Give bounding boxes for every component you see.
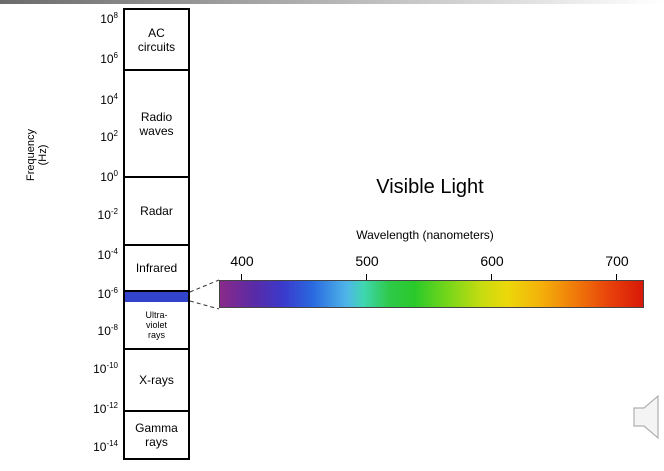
frequency-tick: 100 bbox=[100, 169, 118, 185]
wavelength-tick-mark bbox=[491, 274, 492, 281]
band-label: rays bbox=[147, 330, 165, 340]
band-gamma-rays: Gamma rays bbox=[125, 412, 188, 458]
band-x-rays: X-rays bbox=[125, 350, 188, 412]
band-label: Radar bbox=[140, 204, 173, 218]
wavelength-tick: 700 bbox=[605, 253, 629, 269]
band-label: waves bbox=[139, 123, 174, 138]
visible-light-band bbox=[125, 292, 188, 302]
frequency-tick: 102 bbox=[100, 129, 118, 145]
frequency-tick: 108 bbox=[100, 11, 118, 27]
wavelength-tick: 500 bbox=[355, 253, 379, 269]
band-label: Infrared bbox=[135, 261, 178, 275]
band-label: violet bbox=[145, 320, 167, 330]
band-infrared: Infrared bbox=[125, 246, 188, 292]
visible-spectrum-bar bbox=[219, 280, 644, 308]
frequency-tick: 10-6 bbox=[97, 286, 118, 302]
frequency-tick: 10-12 bbox=[93, 401, 118, 417]
frequency-tick: 10-10 bbox=[93, 361, 118, 377]
wavelength-tick: 600 bbox=[480, 253, 504, 269]
band-radar: Radar bbox=[125, 178, 188, 246]
connector-line-bottom bbox=[189, 300, 220, 310]
band-label: Ultra- bbox=[145, 310, 168, 320]
wavelength-tick-mark bbox=[366, 274, 367, 281]
frequency-tick: 10-14 bbox=[93, 439, 118, 455]
band-label: X-rays bbox=[139, 373, 174, 387]
band-label: Radio bbox=[140, 109, 173, 124]
band-label: circuits bbox=[137, 39, 176, 54]
spectrum-column: AC circuits Radio waves Radar Infrared U… bbox=[123, 8, 190, 460]
connector-line-top bbox=[189, 279, 220, 293]
band-ac-circuits: AC circuits bbox=[125, 10, 188, 71]
wavelength-axis-label: Wavelength (nanometers) bbox=[356, 228, 494, 242]
band-label: Gamma bbox=[135, 421, 178, 435]
frequency-tick: 10-8 bbox=[97, 323, 118, 339]
frequency-tick: 10-2 bbox=[97, 207, 118, 223]
band-label: rays bbox=[145, 435, 168, 449]
top-divider bbox=[0, 0, 664, 4]
frequency-tick: 104 bbox=[100, 92, 118, 108]
band-ultraviolet: Ultra- violet rays bbox=[125, 302, 188, 350]
frequency-tick: 10-4 bbox=[97, 247, 118, 263]
speaker-icon[interactable] bbox=[632, 392, 662, 442]
wavelength-tick: 400 bbox=[230, 253, 254, 269]
visible-light-title: Visible Light bbox=[376, 176, 484, 198]
wavelength-tick-mark bbox=[241, 274, 242, 281]
frequency-tick: 106 bbox=[100, 51, 118, 67]
wavelength-tick-mark bbox=[616, 274, 617, 281]
band-label: AC bbox=[148, 25, 165, 40]
band-radio-waves: Radio waves bbox=[125, 71, 188, 178]
